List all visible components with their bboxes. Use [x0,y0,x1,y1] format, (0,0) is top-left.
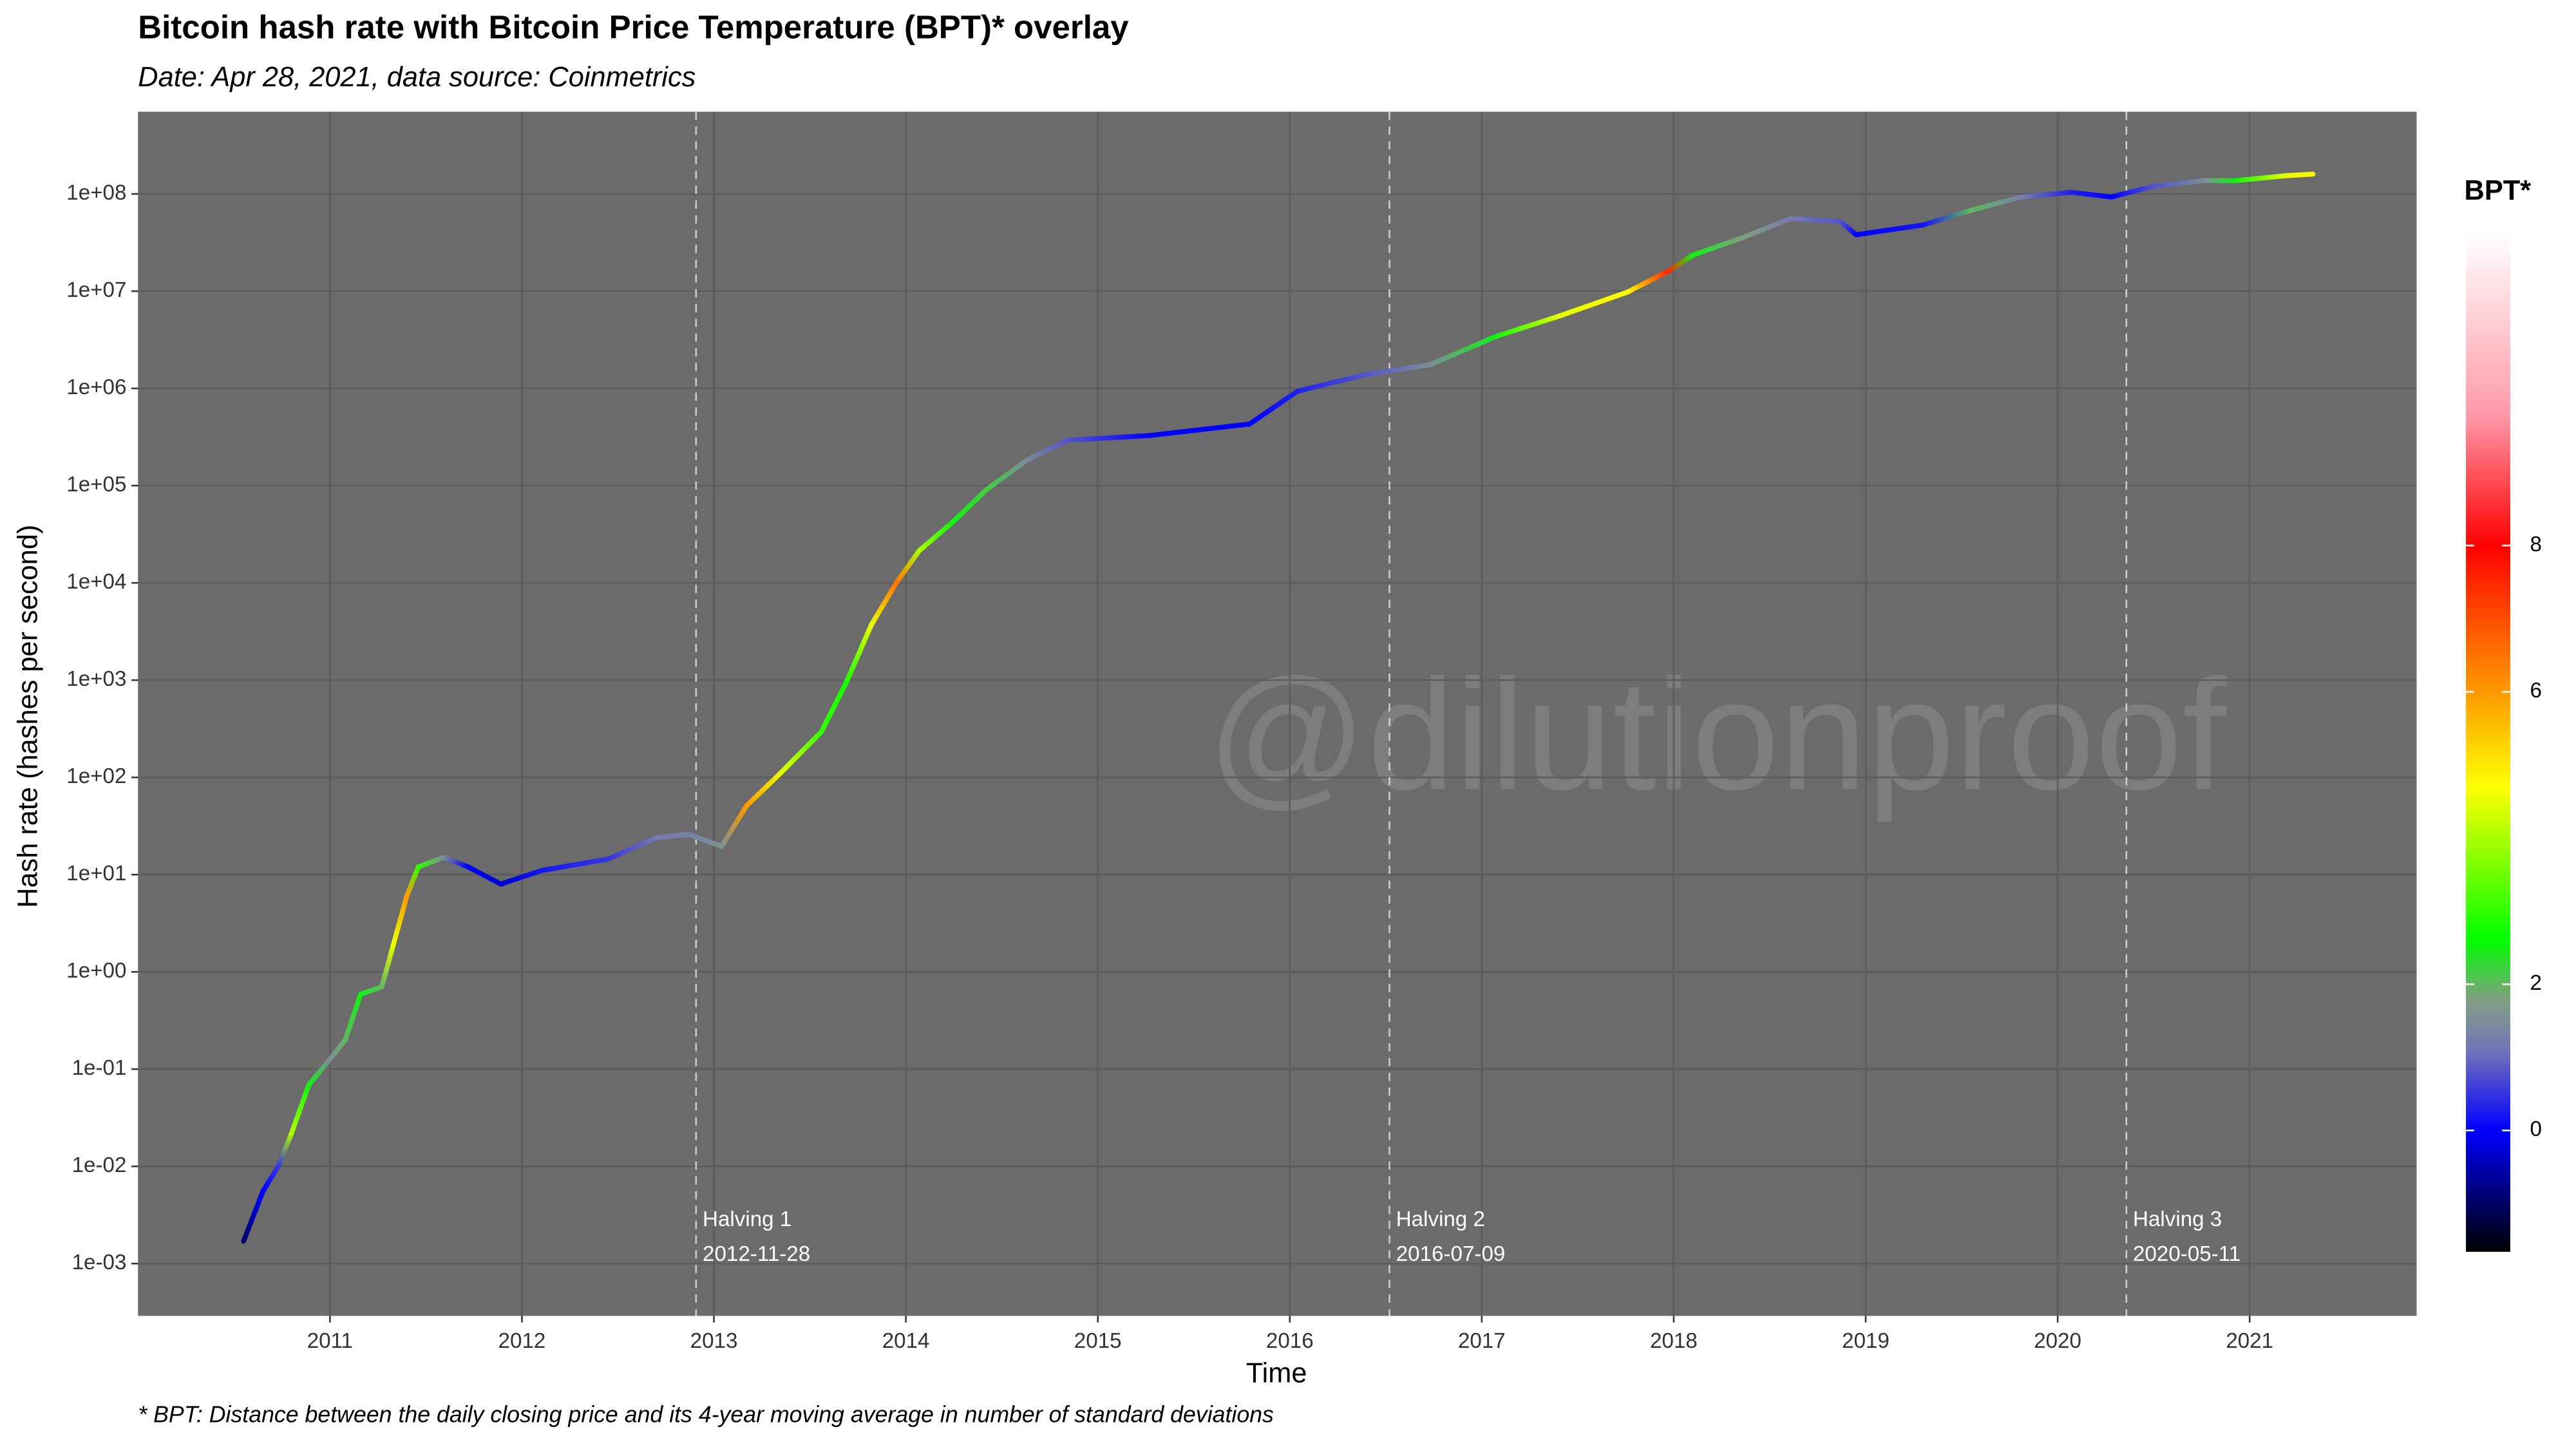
hash-rate-line [1024,437,1070,463]
hash-rate-line [538,856,611,873]
hash-rate-line [819,679,849,735]
hash-rate-line [844,622,874,685]
hash-rate-line [1969,194,2024,213]
x-tick-label: 2014 [882,1329,930,1353]
y-tick-label: 1e+00 [66,959,126,983]
x-tick-label: 2021 [2226,1329,2273,1353]
y-tick-label: 1e-01 [72,1056,127,1080]
hash-rate-line [949,487,989,525]
halving-date: 2020-05-11 [2133,1242,2240,1266]
x-axis-title: Time [1246,1358,1307,1389]
hash-rate-line [1625,269,1671,295]
y-tick-label: 1e+08 [66,181,126,205]
hash-rate-line [1294,372,1367,394]
hash-rate-line [404,864,421,899]
hash-rate-line [686,831,724,849]
hash-rate-line [1558,289,1631,318]
y-tick-label: 1e+05 [66,473,126,497]
hash-rate-line [1147,421,1253,439]
hash-rate-line [1853,222,1926,238]
hash-rate-line [358,984,384,997]
y-tick-label: 1e-02 [72,1153,127,1177]
x-tick-label: 2016 [1266,1329,1314,1353]
hash-rate-line [289,1082,312,1136]
watermark: @dilutionproof [1207,646,2227,822]
y-tick-label: 1e+03 [66,667,126,691]
colorbar-label: 0 [2530,1117,2542,1141]
hash-rate-line [260,1164,281,1195]
x-tick-label: 2018 [1650,1329,1698,1353]
plot-background [138,111,2417,1316]
hash-rate-line [498,868,544,887]
hash-rate-line [241,1189,265,1244]
colorbar-label: 2 [2530,971,2542,995]
x-tick-label: 2015 [1074,1329,1122,1353]
hash-rate-line [1738,216,1794,241]
hash-rate-line [893,548,922,585]
hash-rate-line [1838,219,1859,238]
y-tick-label: 1e+01 [66,862,126,885]
hash-rate-line [1065,433,1153,443]
hash-rate-line [779,729,824,775]
hash-rate-line [276,1130,294,1169]
y-tick-label: 1e-03 [72,1251,127,1274]
hash-rate-line [466,864,504,887]
x-tick-label: 2012 [498,1329,546,1353]
y-tick-label: 1e+07 [66,278,126,302]
colorbar [2466,233,2510,1252]
hash-rate-line [415,855,446,870]
hash-rate-line [2233,173,2289,184]
hash-rate-line [306,1057,333,1088]
x-tick-label: 2013 [690,1329,738,1353]
x-tick-label: 2011 [307,1329,353,1353]
hash-rate-line [2108,184,2157,200]
hash-rate-line [1362,362,1433,377]
hash-rate-line [390,893,410,947]
x-tick-label: 2020 [2034,1329,2081,1353]
chart-title: Bitcoin hash rate with Bitcoin Price Tem… [138,8,1129,45]
colorbar-label: 8 [2530,533,2542,556]
x-tick-label: 2017 [1458,1329,1506,1353]
halving-label: Halving 3 [2133,1207,2222,1231]
hash-rate-line [2284,171,2316,178]
y-tick-label: 1e+06 [66,375,126,399]
hash-rate-line [379,942,396,990]
hash-rate-line [1247,388,1300,427]
hash-rate-line [916,520,955,553]
hash-rate-line [343,991,363,1043]
y-tick-label: 1e+02 [66,764,126,788]
halving-label: Halving 2 [1396,1207,1485,1231]
hash-rate-line [719,803,750,849]
hash-rate-line [440,855,471,870]
colorbar-label: 6 [2530,679,2542,703]
hash-rate-line [1665,252,1696,274]
hash-rate-line [327,1037,348,1062]
hash-rate-line [1427,334,1498,368]
hash-rate-line [744,770,784,809]
hash-rate-line [654,831,692,840]
hash-rate-line [1788,216,1844,224]
chart-subtitle: Date: Apr 28, 2021, data source: Coinmet… [138,62,696,93]
hash-rate-line [2069,189,2114,200]
hash-rate-line [2151,178,2206,189]
x-tick-label: 2019 [1842,1329,1889,1353]
hash-rate-line [1920,207,1974,228]
legend-title: BPT* [2465,175,2532,206]
hash-rate-line [1492,313,1563,339]
y-tick-label: 1e+04 [66,570,126,594]
hash-rate-line [605,835,659,862]
footnote: * BPT: Distance between the daily closin… [138,1401,1274,1427]
halving-date: 2016-07-09 [1396,1242,1506,1266]
hash-rate-line [1690,236,1744,258]
hash-rate-line [983,457,1030,493]
halving-label: Halving 1 [703,1207,791,1231]
y-axis-title: Hash rate (hashes per second) [12,525,43,908]
hash-rate-line [869,580,899,628]
hash-rate-line [2018,189,2074,200]
halving-date: 2012-11-28 [703,1242,810,1266]
